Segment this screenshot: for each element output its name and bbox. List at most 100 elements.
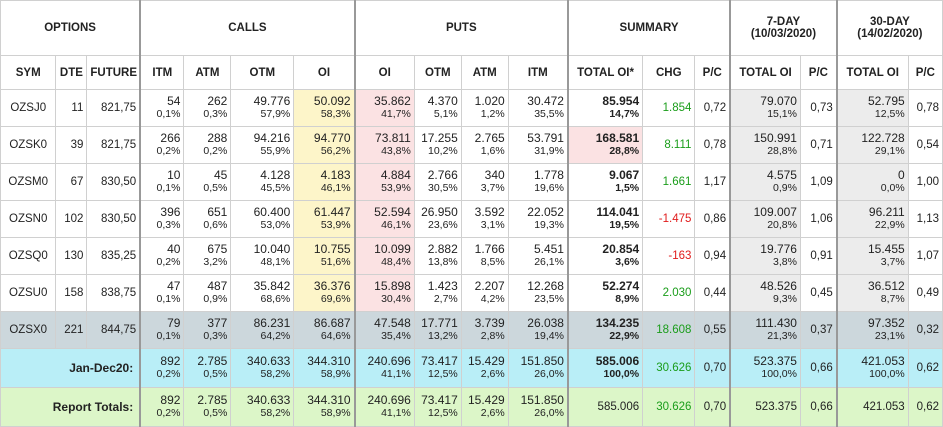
value-cell: 134.235 22,9% <box>567 311 644 349</box>
group-7-day-date: (10/03/2020) <box>750 28 817 40</box>
value: 52.594 <box>374 205 411 219</box>
sym-cell[interactable]: OZSK0 <box>0 126 57 164</box>
value-cell: 4.128 45,5% <box>230 163 295 201</box>
col-call-itm[interactable]: ITM <box>139 55 185 90</box>
dte-cell: 221 <box>55 311 88 349</box>
value: 344.310 <box>307 393 351 407</box>
percent: 13,8% <box>427 256 458 268</box>
group-7-day-title: 7-DAY <box>766 16 801 28</box>
value: 10.099 <box>374 242 411 256</box>
percent: 100,0% <box>603 368 640 380</box>
sym-cell[interactable]: OZSM0 <box>0 163 57 201</box>
percent: 68,6% <box>260 293 291 305</box>
value: 421.053 <box>861 354 905 368</box>
value: 52.795 <box>868 94 905 108</box>
value: 109.007 <box>753 205 797 219</box>
dte-cell: 130 <box>55 237 88 275</box>
col-30d-pc[interactable]: P/C <box>907 55 943 90</box>
value: 10.755 <box>313 242 351 256</box>
value-cell: 60.400 53,0% <box>230 200 295 238</box>
percent: 46,1% <box>320 182 351 194</box>
col-call-oi[interactable]: OI <box>293 55 356 90</box>
sym-cell[interactable]: OZSX0 <box>0 311 57 349</box>
value: 151.850 <box>520 354 564 368</box>
sym-cell[interactable]: OZSJ0 <box>0 89 57 127</box>
col-7d-pc[interactable]: P/C <box>799 55 838 90</box>
value: 47.548 <box>374 316 411 330</box>
sym-cell[interactable]: OZSU0 <box>0 274 57 312</box>
value-cell: 2.882 13,8% <box>413 237 462 275</box>
col-pc[interactable]: P/C <box>694 55 732 90</box>
table-row[interactable]: OZSK0 39 821,75 266 0,2% 288 0,2% 94.216… <box>0 126 943 164</box>
value-cell: 523.375 100,0% <box>729 348 801 388</box>
value-cell: 288 0,2% <box>183 126 232 164</box>
value-cell: 109.007 20,8% <box>729 200 801 238</box>
col-chg[interactable]: CHG <box>642 55 696 90</box>
table-row[interactable]: OZSX0 221 844,75 79 0,1% 377 0,3% 86.231… <box>0 311 943 349</box>
value: 96.211 <box>868 205 905 219</box>
table-row[interactable]: OZSM0 67 830,50 10 0,1% 45 0,5% 4.128 45… <box>0 163 943 201</box>
percent: 30,4% <box>381 293 411 305</box>
value: 10.040 <box>253 242 291 256</box>
percent: 0,1% <box>156 108 181 120</box>
percent: 0,1% <box>156 182 181 194</box>
value-cell: 45 0,5% <box>183 163 232 201</box>
value: 240.696 <box>367 354 411 368</box>
column-header-row: SYM DTE FUTURE ITM ATM OTM OI OI OTM ATM… <box>0 55 943 90</box>
value-cell: 15.898 30,4% <box>354 274 415 312</box>
value-cell: 50.092 58,3% <box>293 89 356 127</box>
value-cell: 26.950 23,6% <box>413 200 462 238</box>
report-totals-row: Report Totals: 892 0,2% 2.785 0,5% 340.6… <box>0 387 943 427</box>
value: 17.255 <box>421 131 458 145</box>
value-cell: 4.370 5,1% <box>413 89 462 127</box>
chg-cell: 30.626 <box>642 387 696 427</box>
percent: 23,1% <box>874 330 905 342</box>
percent: 31,9% <box>534 145 564 157</box>
col-put-oi[interactable]: OI <box>354 55 415 90</box>
value-cell: 262 0,3% <box>183 89 232 127</box>
col-put-otm[interactable]: OTM <box>413 55 462 90</box>
value-cell: 36.376 69,6% <box>293 274 356 312</box>
table-row[interactable]: OZSQ0 130 835,25 40 0,2% 675 3,2% 10.040… <box>0 237 943 275</box>
percent: 12,5% <box>427 368 458 380</box>
sym-cell[interactable]: OZSQ0 <box>0 237 57 275</box>
table-row[interactable]: OZSU0 158 838,75 47 0,1% 487 0,9% 35.842… <box>0 274 943 312</box>
value-cell: 2.765 1,6% <box>460 126 509 164</box>
percent: 56,2% <box>320 145 351 157</box>
value: 1.766 <box>474 242 505 256</box>
col-total-oi[interactable]: TOTAL OI* <box>567 55 644 90</box>
value-cell: 344.310 58,9% <box>293 387 356 427</box>
group-summary: SUMMARY <box>567 0 732 56</box>
value-cell: 0 0,0% <box>836 163 909 201</box>
chg-cell: 30.626 <box>642 348 696 388</box>
table-row[interactable]: OZSJ0 11 821,75 54 0,1% 262 0,3% 49.776 … <box>0 89 943 127</box>
value: 4.128 <box>260 168 291 182</box>
percent: 21,3% <box>767 330 797 342</box>
pc-cell: 1,07 <box>907 237 943 275</box>
value: 396 <box>160 205 181 219</box>
sym-cell[interactable]: OZSN0 <box>0 200 57 238</box>
col-call-otm[interactable]: OTM <box>230 55 295 90</box>
col-30d-total-oi[interactable]: TOTAL OI <box>836 55 909 90</box>
value: 20.854 <box>602 242 640 256</box>
percent: 41,1% <box>381 407 411 419</box>
percent: 28,8% <box>609 145 640 157</box>
group-30-day-title: 30-DAY <box>869 16 910 28</box>
percent: 41,7% <box>381 108 411 120</box>
col-dte[interactable]: DTE <box>55 55 88 90</box>
chg-cell: 18.608 <box>642 311 696 349</box>
col-put-itm[interactable]: ITM <box>507 55 569 90</box>
col-7d-total-oi[interactable]: TOTAL OI <box>729 55 801 90</box>
col-call-atm[interactable]: ATM <box>183 55 232 90</box>
value-cell: 52.795 12,5% <box>836 89 909 127</box>
percent: 35,5% <box>534 108 564 120</box>
col-sym[interactable]: SYM <box>0 55 57 90</box>
col-future[interactable]: FUTURE <box>86 55 142 90</box>
value-cell: 168.581 28,8% <box>567 126 644 164</box>
value-cell: 892 0,2% <box>139 387 185 427</box>
percent: 3,8% <box>773 256 797 268</box>
col-put-atm[interactable]: ATM <box>460 55 509 90</box>
value-cell: 36.512 8,7% <box>836 274 909 312</box>
table-row[interactable]: OZSN0 102 830,50 396 0,3% 651 0,6% 60.40… <box>0 200 943 238</box>
group-7-day: 7-DAY (10/03/2020) <box>729 0 838 56</box>
